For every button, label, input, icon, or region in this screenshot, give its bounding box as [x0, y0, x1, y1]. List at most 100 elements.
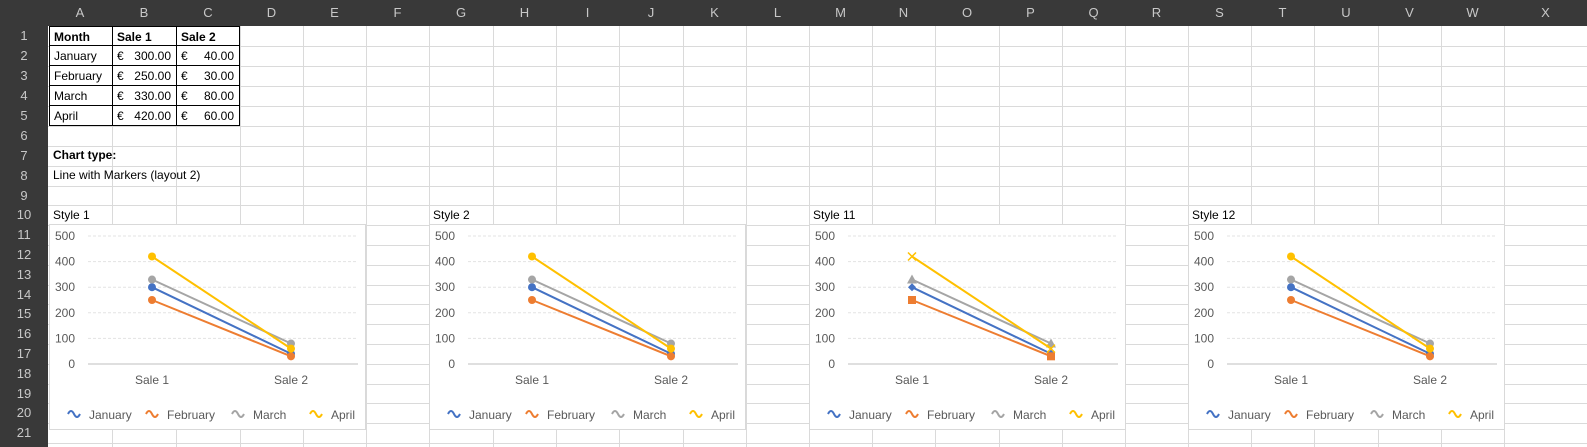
sale1-cell[interactable]: €330.00 — [112, 85, 177, 106]
x-tick-label: Sale 2 — [1034, 373, 1068, 387]
month-cell[interactable]: February — [49, 65, 113, 86]
column-header[interactable]: W — [1441, 0, 1504, 26]
column-header[interactable]: P — [999, 0, 1062, 26]
row-header[interactable]: 13 — [0, 265, 48, 285]
month-cell[interactable]: April — [49, 105, 113, 126]
legend-swatch-icon — [611, 410, 625, 418]
chart-type-label[interactable]: Chart type: — [53, 148, 117, 162]
header-sale1-cell[interactable]: Sale 1 — [112, 26, 177, 46]
data-point-marker — [907, 274, 917, 284]
column-header[interactable]: T — [1251, 0, 1314, 26]
row-header[interactable]: 6 — [0, 126, 48, 146]
column-header[interactable]: N — [872, 0, 935, 26]
line-chart-style-1[interactable]: 0 100 200 300 400 500 Sale 1 Sale 2 January Febru… — [49, 224, 366, 430]
column-header[interactable]: X — [1504, 0, 1587, 26]
row-header[interactable]: 2 — [0, 46, 48, 66]
month-cell[interactable]: March — [49, 85, 113, 106]
column-header[interactable]: M — [809, 0, 872, 26]
grid-column-line — [746, 26, 747, 447]
row-header[interactable]: 7 — [0, 146, 48, 166]
legend-swatch-icon — [231, 410, 245, 418]
row-header[interactable]: 8 — [0, 166, 48, 186]
row-header[interactable]: 19 — [0, 384, 48, 403]
legend-label: April — [1091, 408, 1115, 422]
row-header[interactable]: 16 — [0, 324, 48, 344]
grid-row-line — [48, 106, 1587, 107]
column-header[interactable]: H — [493, 0, 556, 26]
column-header[interactable]: L — [746, 0, 809, 26]
column-header[interactable]: B — [112, 0, 176, 26]
amount: 250.00 — [134, 69, 171, 83]
currency-symbol: € — [181, 89, 188, 103]
row-header[interactable]: 11 — [0, 225, 48, 245]
row-header[interactable]: 15 — [0, 304, 48, 324]
style-label[interactable]: Style 2 — [433, 208, 470, 222]
currency-symbol: € — [181, 69, 188, 83]
row-header[interactable]: 1 — [0, 26, 48, 46]
grid-row-line — [48, 66, 1587, 67]
select-all-corner[interactable] — [0, 0, 48, 26]
y-tick-label: 100 — [815, 331, 835, 345]
data-point-marker — [1287, 275, 1295, 284]
row-header[interactable]: 17 — [0, 344, 48, 364]
row-header[interactable]: 9 — [0, 186, 48, 205]
column-header[interactable]: U — [1314, 0, 1378, 26]
row-header[interactable]: 10 — [0, 205, 48, 225]
style-label[interactable]: Style 12 — [1192, 208, 1236, 222]
column-header[interactable]: C — [176, 0, 240, 26]
data-point-marker — [1046, 344, 1056, 354]
row-header[interactable]: 14 — [0, 285, 48, 304]
row-header[interactable]: 4 — [0, 86, 48, 106]
column-header[interactable]: I — [556, 0, 619, 26]
chart-svg: 0 100 200 300 400 500 Sale 1 Sale 2 January Febru… — [815, 229, 1118, 422]
sale1-cell[interactable]: €250.00 — [112, 65, 177, 86]
column-header[interactable]: J — [619, 0, 683, 26]
column-header[interactable]: S — [1188, 0, 1251, 26]
column-header[interactable]: G — [429, 0, 493, 26]
data-point-marker — [1287, 296, 1295, 304]
series-line — [151, 299, 292, 358]
column-header[interactable]: R — [1125, 0, 1188, 26]
column-header[interactable]: Q — [1062, 0, 1125, 26]
y-tick-label: 300 — [435, 280, 455, 294]
currency-symbol: € — [181, 109, 188, 123]
line-chart-style-12[interactable]: 0 100 200 300 400 500 Sale 1 Sale 2 January Febru… — [1188, 224, 1505, 430]
data-point-marker — [908, 296, 916, 304]
header-month-cell[interactable]: Month — [49, 26, 113, 46]
column-header[interactable]: D — [240, 0, 303, 26]
amount: 40.00 — [203, 49, 234, 63]
row-header[interactable]: 5 — [0, 106, 48, 126]
row-header[interactable]: 3 — [0, 66, 48, 86]
sale1-cell[interactable]: €300.00 — [112, 45, 177, 66]
sale1-cell[interactable]: €420.00 — [112, 105, 177, 126]
row-header[interactable]: 12 — [0, 245, 48, 265]
column-header[interactable]: A — [48, 0, 112, 26]
sale2-cell[interactable]: €40.00 — [176, 45, 240, 66]
data-point-marker — [908, 283, 916, 292]
header-sale2-cell[interactable]: Sale 2 — [176, 26, 240, 46]
x-tick-label: Sale 2 — [1413, 373, 1447, 387]
column-header[interactable]: O — [935, 0, 999, 26]
row-header[interactable]: 21 — [0, 423, 48, 443]
line-chart-style-2[interactable]: 0 100 200 300 400 500 Sale 1 Sale 2 January Febru… — [429, 224, 746, 430]
line-chart-style-11[interactable]: 0 100 200 300 400 500 Sale 1 Sale 2 January Febru… — [809, 224, 1126, 430]
row-header[interactable]: 18 — [0, 364, 48, 384]
sale2-cell[interactable]: €30.00 — [176, 65, 240, 86]
legend-swatch-icon — [689, 410, 703, 418]
legend-label: February — [547, 408, 595, 422]
sale2-cell[interactable]: €60.00 — [176, 105, 240, 126]
column-header[interactable]: F — [366, 0, 429, 26]
month-cell[interactable]: January — [49, 45, 113, 66]
column-header[interactable]: E — [303, 0, 366, 26]
sale2-cell[interactable]: €80.00 — [176, 85, 240, 106]
column-header[interactable]: V — [1378, 0, 1441, 26]
chart-type-value[interactable]: Line with Markers (layout 2) — [53, 168, 201, 182]
style-label[interactable]: Style 1 — [53, 208, 90, 222]
style-label[interactable]: Style 11 — [813, 208, 856, 222]
y-tick-label: 500 — [1194, 229, 1214, 243]
column-header[interactable]: K — [683, 0, 746, 26]
legend-label: February — [927, 408, 975, 422]
row-header[interactable]: 20 — [0, 403, 48, 423]
series-line — [531, 255, 672, 350]
legend-label: January — [469, 408, 512, 422]
